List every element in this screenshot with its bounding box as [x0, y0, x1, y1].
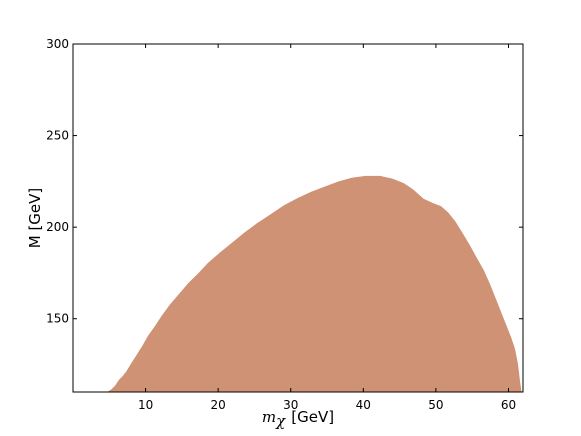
y-tick-label: 200 — [46, 220, 69, 234]
y-tick-label: 150 — [46, 312, 69, 326]
x-tick-label: 60 — [501, 398, 516, 412]
x-axis-label-unit: [GeV] — [291, 408, 334, 426]
x-tick-label: 20 — [211, 398, 226, 412]
x-tick-label: 50 — [428, 398, 443, 412]
x-tick-label: 30 — [283, 398, 298, 412]
y-axis-label: M [GeV] — [26, 188, 44, 249]
x-tick-label: 10 — [138, 398, 153, 412]
y-tick-label: 250 — [46, 129, 69, 143]
x-axis-label-subscript: χ — [275, 412, 286, 430]
x-tick-label: 40 — [356, 398, 371, 412]
area-layer — [107, 175, 522, 392]
y-tick-label: 300 — [46, 37, 69, 51]
x-axis-label: mχ [GeV] — [262, 408, 334, 430]
plot-frame — [72, 43, 524, 393]
x-axis-label-symbol: m — [262, 408, 276, 426]
ticks-layer: 10 20 30 40 50 60 150 200 250 300 — [46, 37, 523, 412]
allowed-region-area — [107, 175, 522, 392]
